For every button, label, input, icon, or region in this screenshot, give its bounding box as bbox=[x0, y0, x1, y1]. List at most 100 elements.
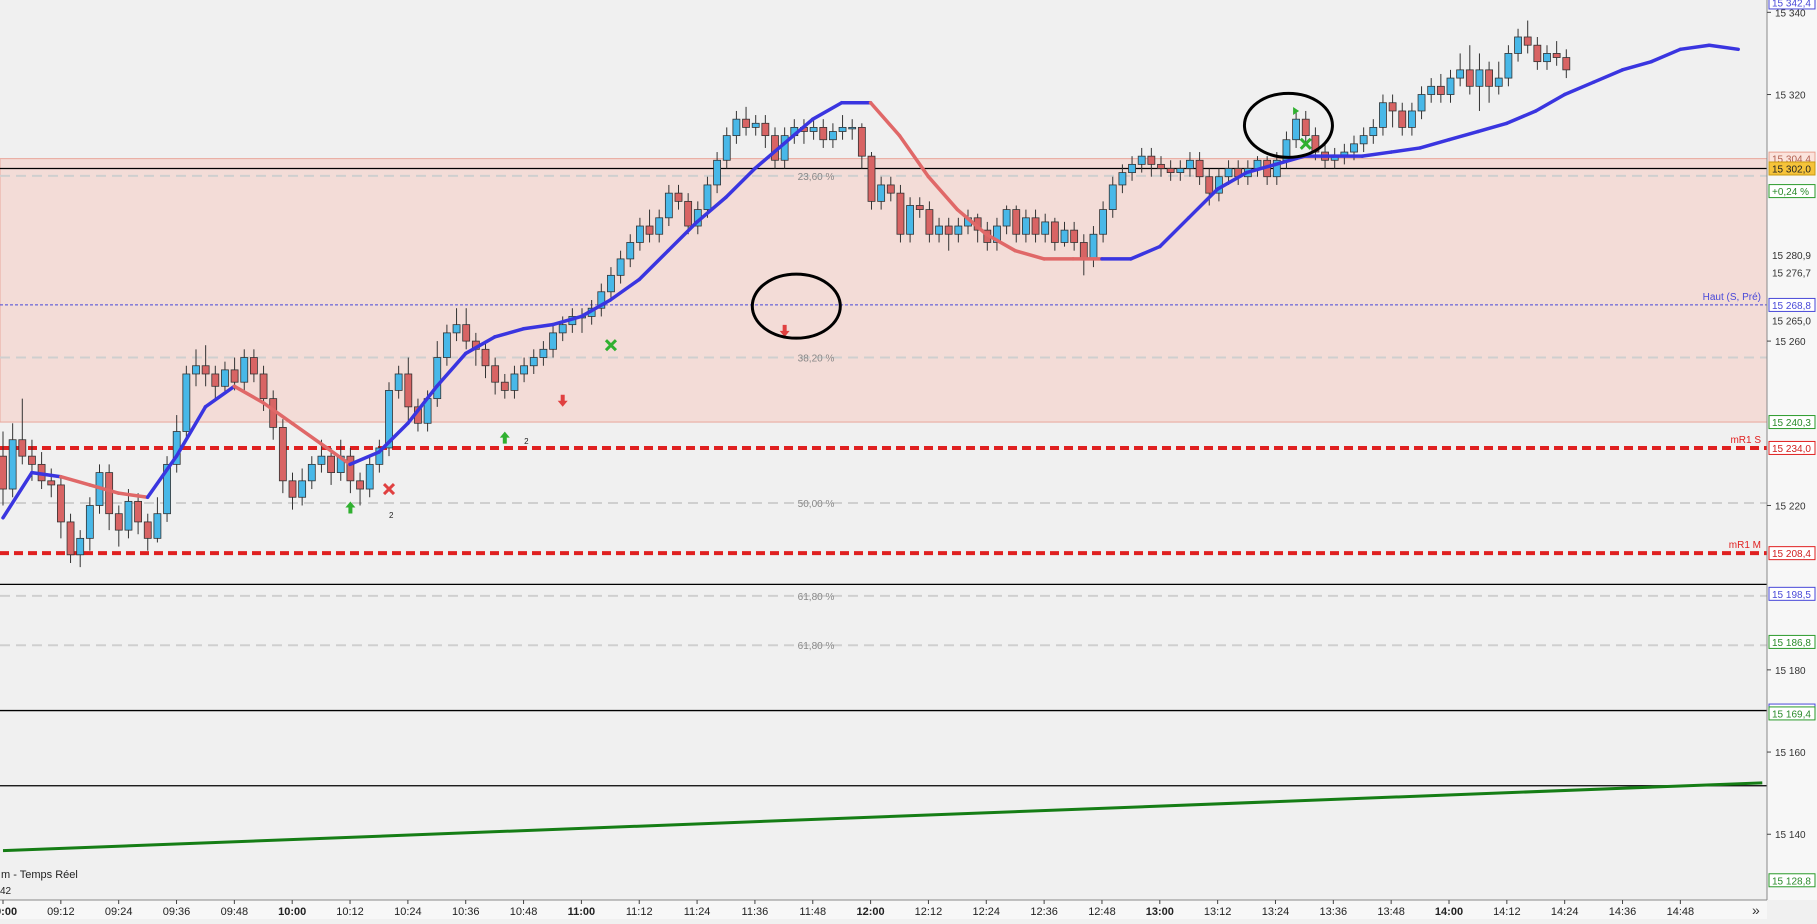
price-label-box bbox=[1768, 184, 1816, 199]
candle-down bbox=[0, 431, 7, 506]
moving-average-segment bbox=[1620, 59, 1654, 72]
moving-average-segment bbox=[897, 133, 931, 179]
candle-body bbox=[877, 184, 886, 202]
candle-up bbox=[829, 123, 837, 148]
candle-body bbox=[1176, 168, 1185, 174]
candle-up bbox=[8, 423, 17, 498]
moving-average-segment bbox=[579, 298, 613, 319]
price-label: 15 302,0 bbox=[1768, 161, 1816, 176]
candle-body bbox=[1272, 159, 1281, 178]
candle-up bbox=[124, 489, 133, 539]
x-tick-label: 09:36 bbox=[163, 906, 191, 918]
price-label-text: 15 186,8 bbox=[1772, 638, 1811, 649]
candle-up bbox=[1369, 119, 1378, 144]
moving-average-segment bbox=[955, 207, 989, 236]
candle-body bbox=[1012, 209, 1021, 235]
candle-body bbox=[529, 357, 538, 367]
candle-up bbox=[1427, 78, 1436, 103]
price-label: 15 240,3 bbox=[1768, 415, 1816, 430]
candle-body bbox=[1205, 176, 1214, 194]
candle-body bbox=[1388, 102, 1397, 112]
candle-down bbox=[1436, 73, 1445, 103]
arrow-down-icon bbox=[557, 394, 568, 407]
moving-average-segment bbox=[290, 421, 323, 446]
price-label-box bbox=[1768, 586, 1816, 601]
candle-up bbox=[1022, 209, 1030, 243]
candle-up bbox=[1137, 147, 1146, 173]
scroll-right-button[interactable]: » bbox=[1752, 902, 1760, 918]
candle-body bbox=[1041, 221, 1050, 235]
candle-body bbox=[1417, 94, 1426, 112]
candle-up bbox=[76, 530, 85, 568]
candle-up bbox=[520, 357, 528, 383]
candle-down bbox=[404, 357, 413, 424]
candle-down bbox=[819, 119, 828, 148]
candle-body bbox=[18, 439, 27, 457]
price-label: 15 276,7 bbox=[1768, 265, 1816, 280]
candle-body bbox=[28, 455, 36, 465]
moving-average-segment bbox=[1244, 162, 1278, 175]
candle-body bbox=[1456, 69, 1465, 79]
candle-body bbox=[105, 472, 114, 515]
candle-up bbox=[751, 115, 760, 136]
x-tick-label: 10:12 bbox=[336, 906, 364, 918]
candle-body bbox=[809, 126, 818, 132]
price-label: 15 234,0 bbox=[1768, 440, 1816, 455]
candle-body bbox=[230, 369, 239, 383]
price-label-text: 15 240,3 bbox=[1772, 418, 1811, 429]
candle-body bbox=[539, 348, 548, 358]
candle-body bbox=[1089, 233, 1098, 260]
candle-body bbox=[240, 357, 249, 383]
arrow-up-icon bbox=[499, 431, 510, 444]
candle-body bbox=[500, 381, 509, 391]
candle-body bbox=[0, 455, 7, 490]
candle-down bbox=[356, 472, 364, 506]
moving-average-segment bbox=[1562, 80, 1596, 97]
candle-body bbox=[1359, 135, 1368, 145]
moving-average-segment bbox=[926, 174, 960, 212]
candle-up bbox=[809, 119, 818, 140]
candle-body bbox=[761, 122, 770, 137]
annotation-circle bbox=[750, 272, 842, 340]
candle-body bbox=[1108, 184, 1117, 210]
candle-body bbox=[182, 373, 191, 432]
x-tick-label: 12:12 bbox=[915, 906, 943, 918]
candle-body bbox=[375, 447, 384, 465]
price-label-text: 15 280,9 bbox=[1772, 251, 1811, 262]
candle-body bbox=[857, 126, 866, 157]
candle-body bbox=[664, 192, 673, 219]
candle-body bbox=[481, 348, 490, 367]
candle-body bbox=[8, 439, 17, 490]
candle-body bbox=[1079, 242, 1088, 260]
y-tick-label: 15 140 bbox=[1775, 830, 1806, 841]
y-tick-label: 15 220 bbox=[1775, 501, 1806, 512]
candle-body bbox=[1060, 229, 1069, 243]
flag-icon bbox=[1293, 106, 1300, 115]
candle-body bbox=[1137, 155, 1146, 165]
candle-body bbox=[221, 369, 229, 387]
corner-label: 42 bbox=[0, 886, 12, 897]
x-tick-label: 14:24 bbox=[1551, 906, 1579, 918]
candle-up bbox=[732, 110, 741, 144]
price-label-text: 15 208,4 bbox=[1772, 549, 1811, 560]
moving-average-segment bbox=[1534, 92, 1567, 113]
candle-up bbox=[510, 365, 519, 399]
candle-down bbox=[1070, 221, 1079, 251]
moving-average-segment bbox=[1, 470, 34, 520]
moving-average-segment bbox=[1707, 43, 1740, 52]
x-tick-label: 11:36 bbox=[742, 906, 769, 918]
moving-average-segment bbox=[463, 335, 497, 356]
candle-body bbox=[124, 500, 133, 531]
price-label: 15 342,4 bbox=[1768, 0, 1816, 10]
moving-average-segment bbox=[406, 384, 439, 426]
green-trendline bbox=[2, 781, 1763, 853]
y-tick-label: 15 260 bbox=[1775, 337, 1806, 348]
candle-up bbox=[1108, 176, 1117, 218]
moving-average-segment bbox=[1505, 109, 1538, 126]
candle-down bbox=[1388, 94, 1397, 128]
line-label-mr1-s: mR1 S bbox=[1730, 435, 1761, 446]
candle-body bbox=[192, 365, 200, 375]
candle-up bbox=[1417, 86, 1426, 120]
